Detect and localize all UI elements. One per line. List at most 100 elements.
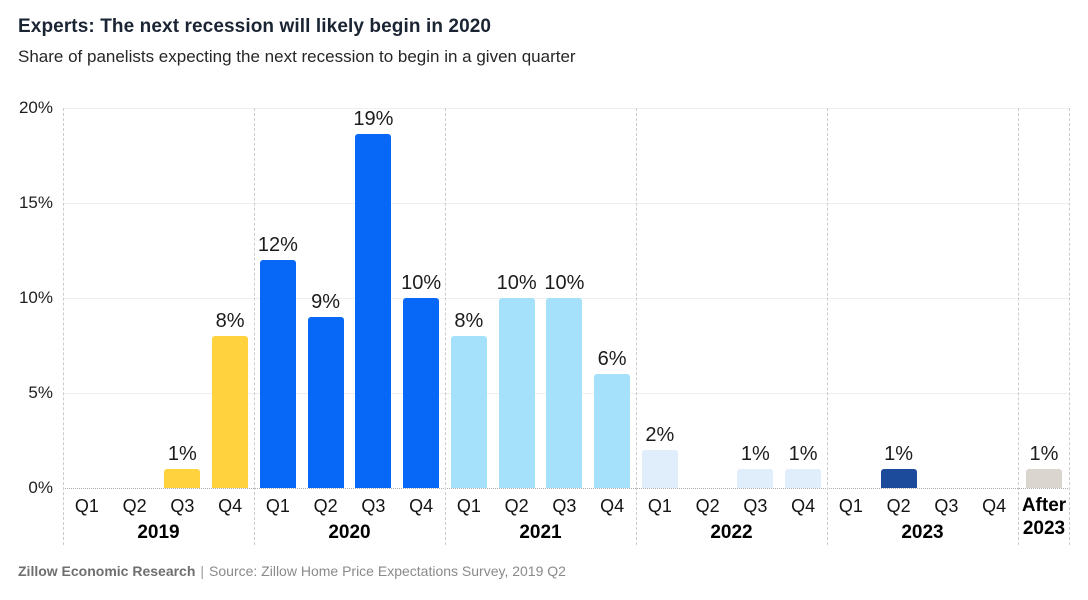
bar-slot: 1% bbox=[875, 108, 923, 488]
year-group-after-2023: 1% After 2023 bbox=[1018, 108, 1070, 544]
x-tick-label: Q2 bbox=[886, 496, 911, 516]
bar-slot: 1% bbox=[1018, 108, 1070, 488]
bar-slot bbox=[111, 108, 159, 488]
x-tick-row: Q1 Q2 Q3 Q4 bbox=[254, 488, 445, 518]
x-tick-row: Q1 Q2 Q3 Q4 bbox=[827, 488, 1018, 518]
bars-row: 1% bbox=[827, 108, 1018, 488]
x-tick-label: Q4 bbox=[218, 496, 243, 516]
group-separator bbox=[445, 108, 446, 545]
x-tick-label: Q2 bbox=[122, 496, 147, 516]
group-separator bbox=[254, 108, 255, 545]
bar-slot: 19% bbox=[350, 108, 398, 488]
group-separator bbox=[827, 108, 828, 545]
bar-slot: 10% bbox=[397, 108, 445, 488]
year-group-label: 2022 bbox=[710, 522, 753, 543]
x-tick-label: Q3 bbox=[170, 496, 195, 516]
bar-2020-Q2 bbox=[307, 317, 344, 488]
x-tick-label: Q1 bbox=[838, 496, 863, 516]
bar-value-label: 8% bbox=[454, 310, 484, 332]
x-tick-label: Q3 bbox=[934, 496, 959, 516]
bar-2022-Q4 bbox=[785, 469, 822, 488]
bar-slot bbox=[970, 108, 1018, 488]
bar-2021-Q3 bbox=[546, 298, 583, 488]
group-separator bbox=[636, 108, 637, 545]
bar-2019-Q4 bbox=[212, 336, 249, 488]
year-group-label: 2019 bbox=[137, 522, 180, 543]
bar-2019-Q3 bbox=[164, 469, 201, 488]
bar-slot: 9% bbox=[302, 108, 350, 488]
year-group-2021: 8% 10% 10% 6% Q1 Q2 Q3 Q4 2021 bbox=[445, 108, 636, 544]
y-axis-tick-label: 15% bbox=[18, 193, 53, 212]
bar-value-label: 1% bbox=[884, 443, 914, 465]
bar-slot: 1% bbox=[159, 108, 207, 488]
x-tick-label: Q2 bbox=[695, 496, 720, 516]
x-tick-label: Q4 bbox=[409, 496, 434, 516]
year-group-2023: 1% Q1 Q2 Q3 Q4 2023 bbox=[827, 108, 1018, 544]
year-group-label: 2020 bbox=[328, 522, 371, 543]
bar-slot: 10% bbox=[541, 108, 589, 488]
bar-slot: 2% bbox=[636, 108, 684, 488]
chart-subtitle: Share of panelists expecting the next re… bbox=[18, 47, 576, 66]
x-tick-label: Q4 bbox=[982, 496, 1007, 516]
year-group-2019: 1% 8% Q1 Q2 Q3 Q4 2019 bbox=[63, 108, 254, 544]
year-group-2022: 2% 1% 1% Q1 Q2 Q3 Q4 2022 bbox=[636, 108, 827, 544]
year-group-2020: 12% 9% 19% 10% Q1 Q2 Q3 Q4 2020 bbox=[254, 108, 445, 544]
bar-slot: 6% bbox=[588, 108, 636, 488]
footer-separator: | bbox=[200, 563, 205, 579]
bars-row: 1% bbox=[1018, 108, 1070, 488]
year-group-label: 2023 bbox=[901, 522, 944, 543]
bar-after-2023 bbox=[1026, 469, 1062, 488]
bar-slot bbox=[923, 108, 971, 488]
bar-value-label: 1% bbox=[167, 443, 197, 465]
x-tick-label: Q3 bbox=[361, 496, 386, 516]
bar-slot: 8% bbox=[206, 108, 254, 488]
bar-2021-Q1 bbox=[450, 336, 487, 488]
bar-2020-Q1 bbox=[259, 260, 296, 488]
year-group-label: 2023 bbox=[1022, 518, 1066, 539]
bar-value-label: 1% bbox=[740, 443, 770, 465]
bar-value-label: 12% bbox=[257, 234, 298, 256]
x-tick-label: Q4 bbox=[791, 496, 816, 516]
y-axis-tick-label: 5% bbox=[28, 383, 53, 402]
bar-value-label: 1% bbox=[1029, 443, 1059, 465]
bar-slot bbox=[684, 108, 732, 488]
bar-slot: 12% bbox=[254, 108, 302, 488]
chart-title: Experts: The next recession will likely … bbox=[18, 16, 492, 37]
x-tick-label: Q4 bbox=[600, 496, 625, 516]
bar-value-label: 10% bbox=[401, 272, 442, 294]
x-tick-row: Q1 Q2 Q3 Q4 bbox=[636, 488, 827, 518]
bar-slot: 10% bbox=[493, 108, 541, 488]
y-axis-tick-label: 20% bbox=[18, 98, 53, 117]
y-axis-tick-label: 10% bbox=[18, 288, 53, 307]
bar-2021-Q2 bbox=[498, 298, 535, 488]
bar-chart: 0% 5% 10% 15% 20% 1% 8% Q1 Q2 Q3 Q4 2019 12% 9% 19% 10%… bbox=[19, 98, 1070, 548]
year-group-label: 2021 bbox=[519, 522, 562, 543]
bar-value-label: 6% bbox=[597, 348, 627, 370]
x-tick-label: Q1 bbox=[74, 496, 99, 516]
group-separator bbox=[1018, 108, 1019, 545]
bar-2020-Q4 bbox=[403, 298, 440, 488]
x-tick-label: Q3 bbox=[743, 496, 768, 516]
x-tick-label: Q1 bbox=[647, 496, 672, 516]
x-tick-label: Q3 bbox=[552, 496, 577, 516]
gridline bbox=[63, 108, 1070, 109]
x-tick-label: Q1 bbox=[265, 496, 290, 516]
gridline bbox=[63, 203, 1070, 204]
bars-row: 12% 9% 19% 10% bbox=[254, 108, 445, 488]
bar-2022-Q1 bbox=[641, 450, 678, 488]
bar-value-label: 1% bbox=[788, 443, 818, 465]
attribution-footer: Zillow Economic Research | Source: Zillow … bbox=[18, 563, 566, 579]
bars-row: 2% 1% 1% bbox=[636, 108, 827, 488]
bar-slot: 1% bbox=[779, 108, 827, 488]
brand-name: Zillow Economic Research bbox=[18, 563, 196, 579]
y-axis-tick-label: 0% bbox=[28, 478, 53, 497]
x-tick-row: Q1 Q2 Q3 Q4 bbox=[63, 488, 254, 518]
bar-slot: 8% bbox=[445, 108, 493, 488]
bars-row: 8% 10% 10% 6% bbox=[445, 108, 636, 488]
x-tick-row: Q1 Q2 Q3 Q4 bbox=[445, 488, 636, 518]
bar-slot bbox=[827, 108, 875, 488]
bar-value-label: 8% bbox=[215, 310, 245, 332]
bar-slot bbox=[63, 108, 111, 488]
bar-value-label: 2% bbox=[645, 424, 675, 446]
